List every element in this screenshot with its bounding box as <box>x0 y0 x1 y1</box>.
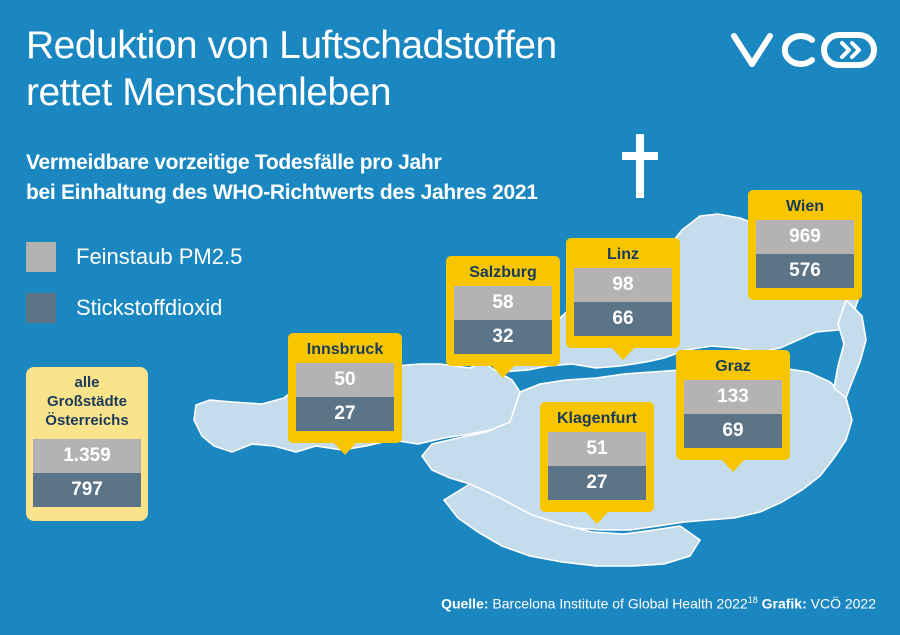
no2-value-linz: 66 <box>574 302 672 336</box>
city-name-innsbruck: Innsbruck <box>306 341 384 358</box>
subtitle-line-2: bei Einhaltung des WHO-Richtwerts des Ja… <box>26 181 538 204</box>
total-austria-box: alle Großstädte Österreichs 1.359 797 <box>26 367 148 521</box>
legend-label-pm25: Feinstaub PM2.5 <box>76 244 243 269</box>
pm25-value-linz: 98 <box>574 268 672 302</box>
cross-icon <box>622 134 658 198</box>
legend-item-pm25: Feinstaub PM2.5 <box>26 242 242 272</box>
pm25-value-graz: 133 <box>684 380 782 414</box>
callout-pointer <box>491 365 515 378</box>
no2-value-graz: 69 <box>684 414 782 448</box>
total-label: alle Großstädte Österreichs <box>33 373 141 439</box>
callout-pointer <box>333 442 357 455</box>
vco-logo <box>731 32 877 68</box>
callout-wien: Wien 969 576 <box>748 190 862 300</box>
city-name-linz: Linz <box>607 246 639 263</box>
no2-value-wien: 576 <box>756 254 854 288</box>
callout-linz: Linz 98 66 <box>566 238 680 360</box>
source-label: Quelle: <box>441 595 489 612</box>
total-no2-value: 797 <box>33 473 141 507</box>
map-region-south <box>443 483 701 567</box>
callout-innsbruck: Innsbruck 50 27 <box>288 333 402 455</box>
graphic-label: Grafik: <box>761 595 807 612</box>
page-title: Reduktion von Luftschadstoffen rettet Me… <box>26 22 557 116</box>
no2-value-innsbruck: 27 <box>296 397 394 431</box>
legend-swatch-no2 <box>26 293 56 323</box>
legend-swatch-pm25 <box>26 242 56 272</box>
callout-pointer <box>721 459 745 472</box>
map-region-east <box>833 299 867 399</box>
pm25-value-innsbruck: 50 <box>296 363 394 397</box>
pm25-value-salzburg: 58 <box>454 286 552 320</box>
title-line-2: rettet Menschenleben <box>26 71 392 114</box>
city-name-klagenfurt: Klagenfurt <box>557 410 637 427</box>
callout-graz: Graz 133 69 <box>676 350 790 472</box>
pm25-value-klagenfurt: 51 <box>548 432 646 466</box>
graphic-text: VCÖ 2022 <box>810 595 876 612</box>
callout-pointer <box>611 347 635 360</box>
city-name-wien: Wien <box>785 198 825 215</box>
city-name-graz: Graz <box>715 358 751 375</box>
total-label-line-3: Österreichs <box>45 412 129 429</box>
subtitle: Vermeidbare vorzeitige Todesfälle pro Ja… <box>26 148 538 208</box>
no2-value-salzburg: 32 <box>454 320 552 354</box>
legend-item-no2: Stickstoffdioxid <box>26 293 222 323</box>
source-text: Barcelona Institute of Global Health 202… <box>492 595 748 612</box>
source-note: Quelle: Barcelona Institute of Global He… <box>441 595 876 612</box>
city-name-salzburg: Salzburg <box>469 264 537 281</box>
no2-value-klagenfurt: 27 <box>548 466 646 500</box>
callout-klagenfurt: Klagenfurt 51 27 <box>540 402 654 524</box>
total-label-line-1: alle <box>74 374 100 391</box>
total-label-line-2: Großstädte <box>46 393 127 410</box>
source-reference: 18 <box>747 595 758 605</box>
legend-label-no2: Stickstoffdioxid <box>76 295 223 320</box>
callout-pointer <box>585 511 609 524</box>
subtitle-line-1: Vermeidbare vorzeitige Todesfälle pro Ja… <box>26 151 442 174</box>
pm25-value-wien: 969 <box>756 220 854 254</box>
total-pm25-value: 1.359 <box>33 439 141 473</box>
callout-salzburg: Salzburg 58 32 <box>446 256 560 378</box>
title-line-1: Reduktion von Luftschadstoffen <box>26 24 557 67</box>
